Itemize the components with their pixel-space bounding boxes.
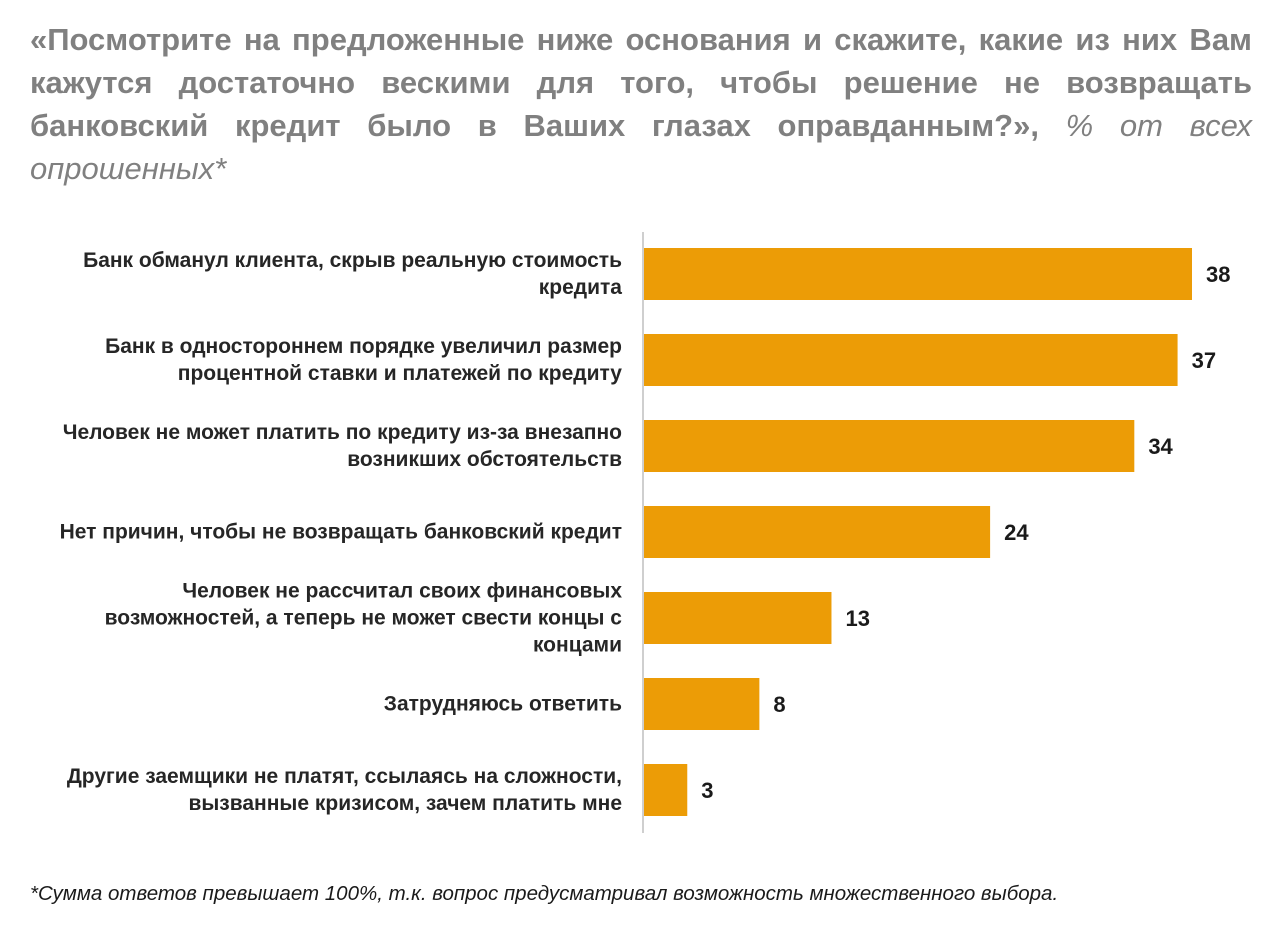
category-label-1: Банк обманул клиента, скрыв реальную сто… xyxy=(83,249,622,299)
bar-3 xyxy=(644,420,1135,472)
category-label-3: Человек не может платить по кредиту из-з… xyxy=(62,421,622,471)
data-label-1: 38 xyxy=(1206,262,1230,287)
chart-question: «Посмотрите на предложенные ниже основан… xyxy=(30,22,1252,143)
bar-1 xyxy=(644,248,1192,300)
footnote: *Сумма ответов превышает 100%, т.к. вопр… xyxy=(30,882,1059,905)
category-label-7: Другие заемщики не платят, ссылаясь на с… xyxy=(66,765,622,815)
bar-2 xyxy=(644,334,1178,386)
category-label-5: Человек не рассчитал своих финансовых во… xyxy=(104,579,622,657)
chart-unit: % от всех опрошенных* xyxy=(30,108,1252,186)
bar-7 xyxy=(644,764,688,816)
data-label-3: 34 xyxy=(1148,434,1173,459)
data-label-6: 8 xyxy=(773,692,785,717)
data-label-7: 3 xyxy=(701,778,713,803)
category-label-2: Банк в одностороннем порядке увеличил ра… xyxy=(105,335,622,385)
category-label-6: Затрудняюсь ответить xyxy=(383,692,622,716)
data-label-4: 24 xyxy=(1004,520,1029,545)
data-label-2: 37 xyxy=(1192,348,1216,373)
bar-4 xyxy=(644,506,991,558)
chart-title: «Посмотрите на предложенные ниже основан… xyxy=(30,18,1252,190)
bar-6 xyxy=(644,678,760,730)
data-label-5: 13 xyxy=(845,606,869,631)
category-label-4: Нет причин, чтобы не возвращать банковск… xyxy=(59,520,622,544)
bar-5 xyxy=(644,592,832,644)
